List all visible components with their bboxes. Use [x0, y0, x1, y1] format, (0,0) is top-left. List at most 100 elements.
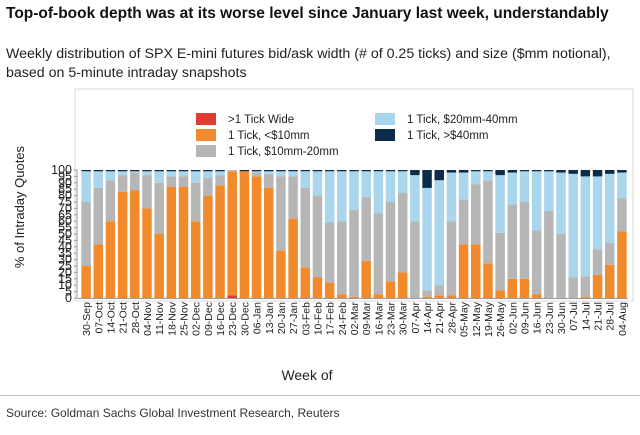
y-tick-label: 15: [58, 272, 72, 286]
x-tick-label: 11-Nov: [154, 301, 166, 335]
bar-segment-4-4: [130, 170, 140, 172]
bar-segment-1-10: [203, 195, 213, 298]
bars: [81, 170, 627, 298]
bar-segment-1-16: [276, 250, 286, 298]
bar-segment-1-44: [617, 231, 627, 298]
chart-title: Top-of-book depth was at its worse level…: [6, 5, 609, 22]
bar-segment-1-22: [349, 296, 359, 298]
bar-segment-2-6: [154, 182, 164, 234]
bar-segment-1-9: [190, 221, 201, 298]
y-tick-label: 50: [58, 227, 72, 241]
bar-segment-2-14: [251, 172, 262, 177]
y-axis-title: % of Intraday Quotes: [12, 145, 27, 268]
bar-segment-4-10: [203, 170, 213, 172]
bar-segment-3-10: [203, 171, 213, 178]
bar-segment-3-11: [215, 171, 225, 176]
x-tick-label: 16-Dec: [215, 302, 227, 336]
bar-segment-3-43: [604, 173, 615, 243]
bar-segment-3-41: [580, 176, 591, 277]
bar-segment-3-42: [592, 176, 603, 250]
y-tick-label: 65: [58, 208, 72, 222]
x-tick-label: 04-Nov: [142, 301, 154, 336]
bar-segment-2-19: [312, 195, 323, 278]
bar-segment-1-7: [166, 186, 177, 298]
bar-segment-2-20: [324, 222, 335, 283]
bar-segment-3-16: [276, 171, 286, 177]
bar-segment-3-44: [617, 172, 627, 199]
bar-segment-4-19: [312, 170, 323, 172]
y-axis: 0510152025303540455055606570758085909510…: [51, 163, 78, 305]
bar-segment-4-42: [592, 170, 603, 177]
bar-segment-4-0: [81, 170, 91, 172]
bar-segment-2-11: [215, 175, 225, 186]
bar-segment-1-33: [483, 263, 493, 298]
bar-segment-3-6: [154, 171, 164, 183]
x-tick-label: 16-Jun: [532, 302, 544, 334]
legend-label-0: >1 Tick Wide: [228, 114, 294, 126]
bar-segment-1-41: [580, 296, 591, 298]
x-tick-label: 23-Mar: [386, 302, 398, 336]
x-tick-label: 30-Sep: [81, 302, 93, 336]
x-tick-label: 25-Nov: [179, 301, 191, 336]
bar-segment-4-20: [324, 170, 335, 172]
bar-segment-0-12: [227, 295, 237, 298]
bar-segment-3-30: [446, 172, 457, 222]
bar-segment-1-15: [264, 187, 274, 298]
bar-segment-1-13: [239, 171, 250, 298]
bar-segment-2-43: [604, 242, 615, 265]
bar-segment-3-39: [556, 172, 566, 234]
bar-segment-3-24: [373, 171, 384, 214]
bar-segment-2-39: [556, 234, 566, 298]
bar-segment-4-8: [178, 170, 189, 172]
bar-segment-2-35: [507, 204, 518, 279]
bar-segment-4-22: [349, 170, 359, 172]
bar-segment-3-0: [81, 171, 91, 202]
bar-segment-3-14: [251, 171, 262, 173]
y-tick-label: 10: [58, 278, 72, 292]
bar-segment-4-15: [264, 170, 274, 172]
x-tick-label: 10-Feb: [312, 302, 324, 335]
bar-segment-4-30: [446, 170, 457, 173]
bar-segment-3-19: [312, 171, 323, 196]
x-tick-label: 02-Jun: [507, 302, 519, 334]
bar-segment-4-14: [251, 170, 262, 172]
bar-segment-1-19: [312, 277, 323, 298]
bar-segment-4-11: [215, 170, 225, 172]
x-tick-label: 21-Apr: [434, 301, 446, 333]
bar-segment-2-8: [178, 176, 189, 187]
bar-segment-1-20: [324, 282, 335, 298]
x-tick-label: 27-Jan: [288, 302, 300, 334]
bar-segment-3-36: [519, 171, 530, 202]
bar-segment-3-35: [507, 172, 518, 205]
bar-segment-1-32: [471, 244, 481, 298]
legend-swatch-2: [196, 145, 216, 157]
x-axis-title: Week of: [281, 367, 332, 383]
bar-segment-3-28: [422, 187, 432, 291]
bar-segment-2-29: [434, 285, 444, 296]
y-tick-label: 55: [58, 221, 72, 235]
bar-segment-2-1: [93, 187, 104, 245]
y-tick-label: 85: [58, 182, 72, 196]
x-tick-label: 07-Jul: [568, 302, 580, 331]
bar-segment-1-18: [300, 267, 311, 298]
bar-segment-4-1: [93, 170, 104, 172]
y-tick-label: 75: [58, 195, 72, 209]
bar-segment-2-44: [617, 198, 627, 232]
x-tick-label: 24-Feb: [337, 302, 349, 335]
x-tick-label: 21-Oct: [118, 302, 130, 334]
bar-segment-4-26: [397, 170, 408, 172]
bar-segment-2-10: [203, 177, 213, 196]
bar-segment-4-41: [580, 170, 591, 177]
bar-segment-2-27: [410, 221, 420, 298]
bar-segment-3-31: [458, 172, 469, 200]
y-tick-label: 100: [51, 163, 72, 177]
bar-segment-4-2: [105, 170, 116, 172]
bar-segment-2-24: [373, 213, 384, 295]
y-tick-label: 90: [58, 176, 72, 190]
bar-segment-4-7: [166, 170, 177, 172]
bar-segment-3-7: [166, 171, 177, 177]
bar-segment-1-21: [337, 294, 347, 298]
bar-segment-2-15: [264, 173, 274, 188]
legend-swatch-0: [196, 113, 216, 125]
bar-segment-3-33: [483, 171, 493, 181]
